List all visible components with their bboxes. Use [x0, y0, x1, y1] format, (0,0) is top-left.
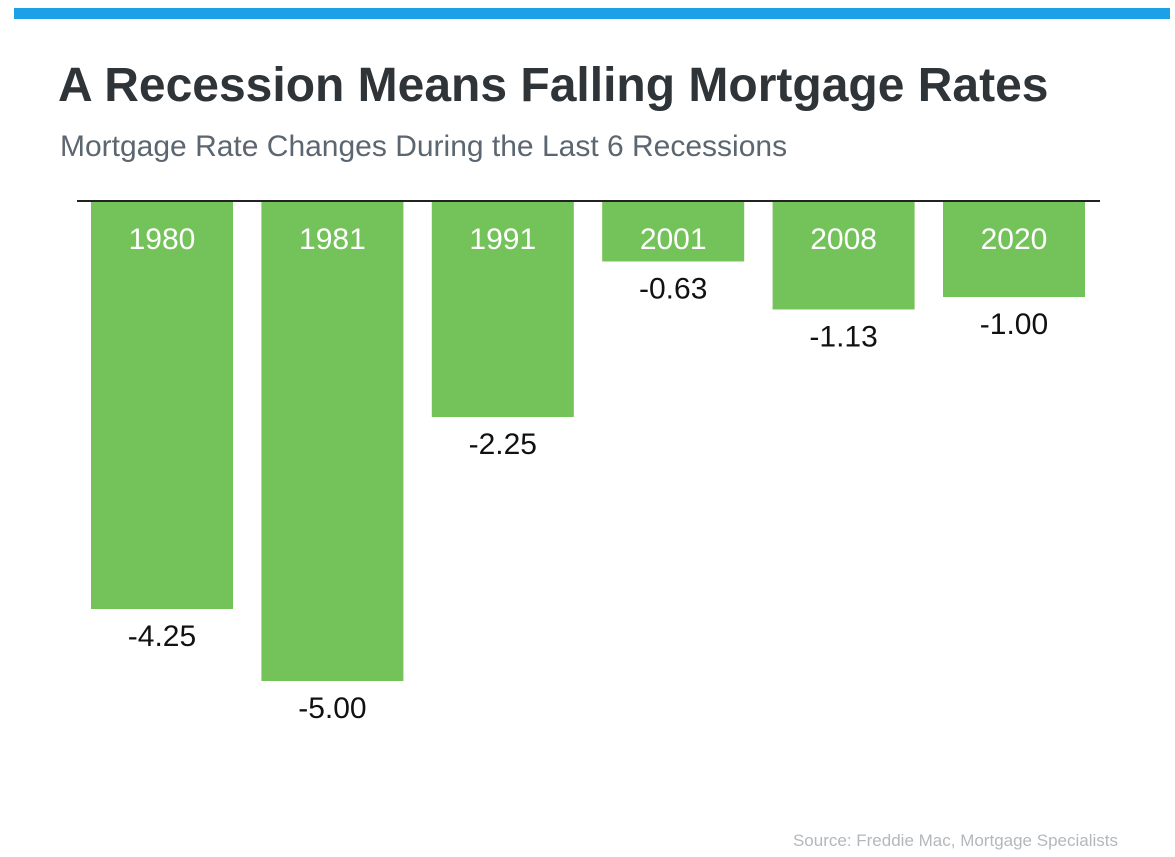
bar-1980 — [91, 201, 233, 609]
bar-1981 — [261, 201, 404, 681]
value-label-1981: -5.00 — [298, 692, 366, 725]
bar-2008 — [772, 201, 915, 310]
bar-2001 — [602, 201, 745, 262]
bar-1991 — [431, 201, 574, 417]
value-label-2001: -0.63 — [639, 272, 707, 305]
top-accent-bar — [14, 8, 1170, 19]
category-label-1981: 1981 — [299, 223, 366, 256]
bar-2020 — [943, 201, 1085, 297]
chart-subtitle: Mortgage Rate Changes During the Last 6 … — [60, 130, 788, 163]
value-label-1991: -2.25 — [469, 428, 537, 461]
category-label-2020: 2020 — [981, 223, 1048, 256]
value-label-2020: -1.00 — [980, 308, 1048, 341]
source-note: Source: Freddie Mac, Mortgage Specialist… — [792, 831, 1118, 850]
category-label-2008: 2008 — [810, 223, 877, 256]
category-label-1991: 1991 — [469, 223, 536, 256]
value-label-2008: -1.13 — [809, 320, 877, 353]
value-label-1980: -4.25 — [128, 620, 196, 653]
chart-title: A Recession Means Falling Mortgage Rates — [58, 59, 1049, 112]
category-label-1980: 1980 — [129, 223, 196, 256]
category-label-2001: 2001 — [640, 223, 707, 256]
